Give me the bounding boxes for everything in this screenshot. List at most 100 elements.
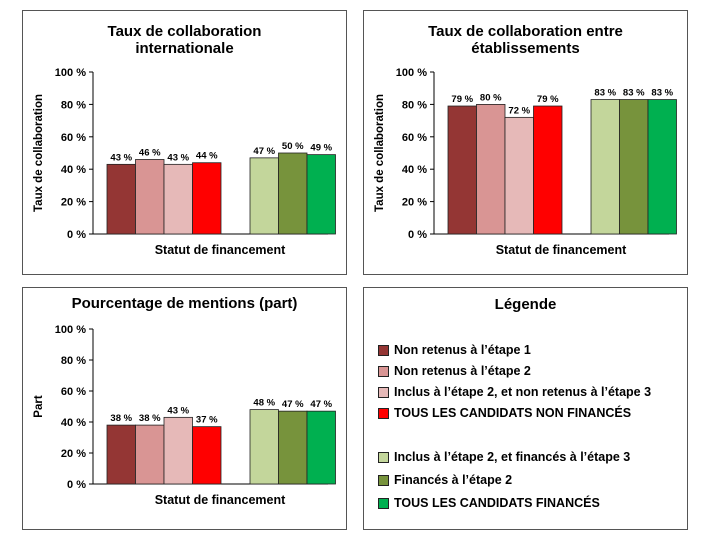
data-label: 49 % <box>310 143 332 154</box>
data-label: 50 % <box>282 141 304 152</box>
y-tick-label: 80 % <box>61 355 86 367</box>
data-label: 43 % <box>167 405 189 416</box>
bar <box>106 163 136 235</box>
x-axis-label: Statut de financement <box>155 243 286 257</box>
chart-panel-mentions: Pourcentage de mentions (part) 0 % 20 % 40… <box>22 287 347 530</box>
chart-title-line: Pourcentage de mentions (part) <box>71 295 298 312</box>
bar <box>106 424 136 485</box>
bar <box>135 424 165 485</box>
y-tick-label: 40 % <box>402 164 427 176</box>
y-tick-label: 20 % <box>61 448 86 460</box>
legend-title: Légende <box>494 296 557 313</box>
legend-panel: Légende Non retenus à l’étape 1 Non rete… <box>363 287 688 530</box>
legend-item: Inclus à l’étape 2, et non retenus à l’é… <box>378 384 651 400</box>
y-tick-label: 80 % <box>402 99 427 111</box>
y-tick-label: 100 % <box>55 67 86 79</box>
legend-label: Inclus à l’étape 2, et financés à l’étap… <box>394 450 631 464</box>
bar <box>476 104 506 235</box>
data-label: 44 % <box>196 151 218 162</box>
x-axis-label: Statut de financement <box>496 243 627 257</box>
bar <box>249 409 279 485</box>
chart-title-line: Taux de collaboration <box>107 23 262 40</box>
bar <box>278 152 308 235</box>
bar <box>447 105 477 235</box>
legend-label: Inclus à l’étape 2, et non retenus à l’é… <box>394 385 652 399</box>
legend-label: Non retenus à l’étape 1 <box>394 343 531 357</box>
legend-swatch <box>378 407 389 419</box>
bar <box>249 157 279 235</box>
chart-title-line: Taux de collaboration entre <box>428 23 623 40</box>
data-label: 83 % <box>594 88 616 99</box>
legend-label: Financés à l’étape 2 <box>394 473 513 487</box>
y-tick-label: 40 % <box>61 164 86 176</box>
bar <box>619 99 649 235</box>
data-label: 47 % <box>282 399 304 410</box>
legend-swatch <box>378 474 389 486</box>
chart-title-line: internationale <box>135 40 234 57</box>
y-tick-label: 100 % <box>55 324 86 336</box>
bar <box>533 105 563 235</box>
y-tick-label: 0 % <box>67 479 86 491</box>
data-label: 43 % <box>167 152 189 163</box>
legend-label: TOUS LES CANDIDATS NON FINANCÉS <box>394 406 632 420</box>
y-axis-label: Taux de collaboration <box>374 94 386 212</box>
bar-chart-etablissements: 0 % 20 % 40 % 60 % 80 % 100 % 79 % 80 % 72 % 79 %… <box>374 67 677 257</box>
chart-title: Taux de collaboration internationale <box>23 23 346 57</box>
legend-swatch <box>378 386 389 398</box>
data-label: 46 % <box>139 147 161 158</box>
legend-swatch <box>378 451 389 463</box>
legend-item: Inclus à l’étape 2, et financés à l’étap… <box>378 449 630 465</box>
bar <box>306 154 336 235</box>
chart-title: Taux de collaboration entre établissemen… <box>364 23 687 57</box>
data-label: 83 % <box>651 88 673 99</box>
legend-item: TOUS LES CANDIDATS NON FINANCÉS <box>378 405 631 421</box>
y-tick-label: 60 % <box>61 132 86 144</box>
legend-item: Non retenus à l’étape 2 <box>378 363 531 379</box>
data-label: 72 % <box>508 105 530 116</box>
data-label: 48 % <box>253 398 275 409</box>
chart-title-line: établissements <box>471 40 580 57</box>
legend-item: Financés à l’étape 2 <box>378 472 512 488</box>
bar-chart-international: 0 % 20 % 40 % 60 % 80 % 100 % 43 % 46 % 43 % 44 %… <box>33 67 336 257</box>
bar <box>278 410 308 485</box>
y-tick-label: 20 % <box>61 197 86 209</box>
y-tick-label: 60 % <box>402 132 427 144</box>
y-tick-label: 0 % <box>67 229 86 241</box>
bar <box>504 116 534 235</box>
bar <box>192 426 222 485</box>
chart-panel-international: Taux de collaboration internationale 0 %… <box>22 10 347 275</box>
y-axis-label: Taux de collaboration <box>33 94 45 212</box>
bar <box>135 159 165 235</box>
legend-swatch <box>378 497 389 509</box>
data-label: 38 % <box>139 413 161 424</box>
y-tick-label: 100 % <box>396 67 427 79</box>
y-tick-label: 20 % <box>402 197 427 209</box>
data-label: 47 % <box>310 399 332 410</box>
data-label: 37 % <box>196 415 218 426</box>
y-tick-label: 80 % <box>61 99 86 111</box>
y-tick-label: 60 % <box>61 386 86 398</box>
y-tick-label: 0 % <box>408 229 427 241</box>
data-label: 79 % <box>451 94 473 105</box>
legend-label: TOUS LES CANDIDATS FINANCÉS <box>394 496 600 510</box>
bar <box>306 410 336 485</box>
data-label: 43 % <box>110 152 132 163</box>
legend-item: Non retenus à l’étape 1 <box>378 342 531 358</box>
legend-label: Non retenus à l’étape 2 <box>394 364 531 378</box>
legend-item: TOUS LES CANDIDATS FINANCÉS <box>378 495 600 511</box>
x-axis-label: Statut de financement <box>155 493 286 507</box>
y-tick-label: 40 % <box>61 417 86 429</box>
data-label: 38 % <box>110 413 132 424</box>
legend-swatch <box>378 365 389 377</box>
y-axis-label: Part <box>33 395 45 418</box>
data-label: 47 % <box>253 146 275 157</box>
bar <box>163 416 193 485</box>
bar-chart-mentions: 0 % 20 % 40 % 60 % 80 % 100 % 38 % 38 % 43 % 37 %… <box>33 324 336 507</box>
data-label: 79 % <box>537 94 559 105</box>
data-label: 80 % <box>480 92 502 103</box>
legend-swatch <box>378 344 389 356</box>
bar <box>163 163 193 235</box>
bar <box>192 162 222 235</box>
bar <box>590 99 620 235</box>
chart-panel-etablissements: Taux de collaboration entre établissemen… <box>363 10 688 275</box>
